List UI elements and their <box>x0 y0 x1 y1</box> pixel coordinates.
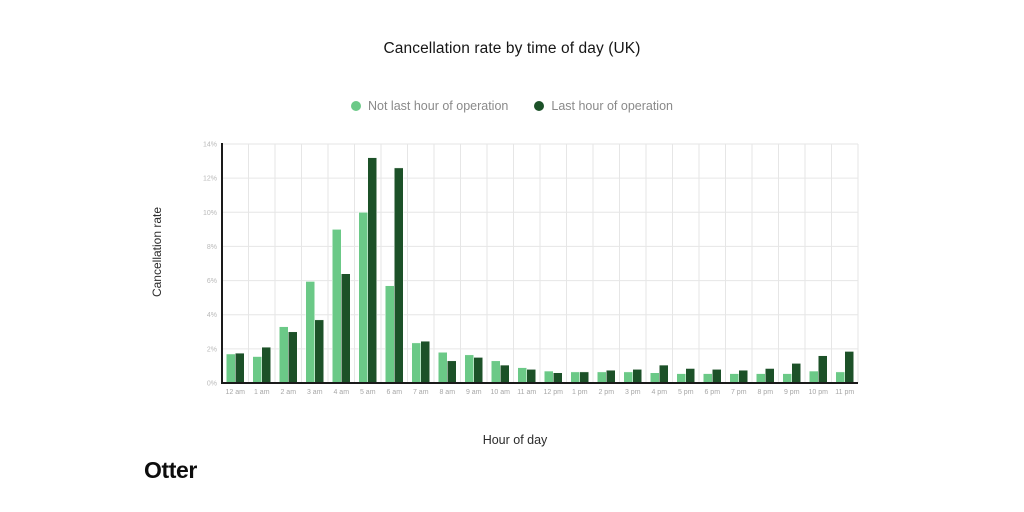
bar <box>553 372 563 384</box>
y-tick-labels: 0% 2% 4% 6% 8% 10% 12% 14% <box>203 142 217 388</box>
y-tick-label: 0% <box>207 381 217 388</box>
x-tick-label: 11 pm <box>835 389 854 396</box>
bar <box>464 354 474 384</box>
y-axis-title: Cancellation rate <box>150 206 164 298</box>
bar <box>632 369 642 384</box>
bar <box>597 371 607 384</box>
x-tick-label: 1 pm <box>572 389 588 396</box>
bar <box>411 342 421 384</box>
chart-title: Cancellation rate by time of day (UK) <box>383 40 641 57</box>
x-tick-label: 2 am <box>280 389 296 396</box>
x-tick-label: 12 pm <box>544 389 564 396</box>
x-tick-label: 3 pm <box>625 389 641 396</box>
bar <box>341 273 351 384</box>
y-tick-label: 12% <box>203 176 217 183</box>
x-tick-label: 4 am <box>333 389 349 396</box>
bar <box>500 364 510 384</box>
x-tick-label: 2 pm <box>598 389 614 396</box>
otter-logo: Otter <box>144 457 197 483</box>
x-tick-label: 10 am <box>491 389 511 396</box>
x-tick-label: 6 am <box>386 389 402 396</box>
bar <box>623 371 633 384</box>
x-tick-label: 1 am <box>254 389 270 396</box>
legend-item-last-hour: Last hour of operation <box>534 99 673 113</box>
bar <box>685 368 695 384</box>
bar <box>712 369 722 384</box>
x-tick-label: 10 pm <box>809 389 829 396</box>
legend-item-not-last-hour: Not last hour of operation <box>351 99 508 113</box>
x-axis-title: Hour of day <box>482 433 548 447</box>
bar <box>729 373 739 384</box>
legend: Not last hour of operation Last hour of … <box>0 99 1024 113</box>
bar <box>782 373 792 384</box>
axes <box>221 143 858 384</box>
bar <box>261 346 271 384</box>
bar <box>517 367 527 384</box>
x-tick-labels: 12 am 1 am 2 am 3 am 4 am 5 am 6 am 7 am 8 am 9 a… <box>226 389 855 396</box>
bar <box>756 373 766 384</box>
bar <box>279 326 289 384</box>
x-tick-label: 9 pm <box>784 389 800 396</box>
v-gridlines <box>248 144 859 383</box>
bar <box>703 373 713 384</box>
x-tick-label: 11 am <box>517 389 536 396</box>
bar <box>676 373 686 384</box>
y-tick-label: 8% <box>207 244 217 251</box>
x-tick-label: 7 pm <box>731 389 747 396</box>
legend-label: Not last hour of operation <box>368 99 509 113</box>
bar <box>314 319 324 384</box>
bar <box>526 369 536 384</box>
x-tick-label: 12 am <box>226 389 246 396</box>
x-tick-label: 3 am <box>307 389 323 396</box>
bar <box>367 157 377 384</box>
bar <box>844 351 854 384</box>
bar <box>491 360 501 384</box>
y-tick-label: 14% <box>203 142 217 149</box>
legend-dot-dark-green-icon <box>534 101 545 111</box>
bar <box>791 363 801 384</box>
x-tick-label: 8 am <box>439 389 455 396</box>
bar <box>420 340 430 384</box>
bar <box>809 370 819 384</box>
bar <box>835 371 845 384</box>
bar <box>332 229 342 384</box>
x-tick-label: 5 am <box>360 389 376 396</box>
bar <box>544 370 554 384</box>
x-tick-label: 7 am <box>413 389 429 396</box>
bar <box>288 331 298 384</box>
x-tick-label: 4 pm <box>651 389 667 396</box>
bar <box>438 352 448 384</box>
bar <box>473 357 483 384</box>
bar <box>650 372 660 384</box>
bar <box>358 212 368 384</box>
bar <box>765 368 775 384</box>
y-tick-label: 10% <box>203 210 217 217</box>
bar <box>659 364 669 384</box>
bar <box>570 371 580 384</box>
legend-label: Last hour of operation <box>551 99 673 113</box>
bar <box>394 167 404 384</box>
bar <box>606 369 616 384</box>
y-tick-label: 2% <box>207 346 217 353</box>
y-tick-label: 6% <box>207 278 217 285</box>
series-bars-1 <box>235 157 854 384</box>
x-tick-label: 5 pm <box>678 389 694 396</box>
bar <box>385 285 395 384</box>
x-tick-label: 9 am <box>466 389 482 396</box>
bar <box>235 352 245 384</box>
legend-dot-light-green-icon <box>351 101 361 111</box>
bar <box>738 369 748 384</box>
bar <box>579 371 589 384</box>
bar <box>252 356 262 384</box>
bar <box>226 353 236 384</box>
y-tick-label: 4% <box>207 312 217 319</box>
bar <box>447 360 457 384</box>
bar <box>818 355 828 384</box>
bar <box>305 281 315 384</box>
x-tick-label: 8 pm <box>757 389 773 396</box>
x-tick-label: 6 pm <box>704 389 720 396</box>
